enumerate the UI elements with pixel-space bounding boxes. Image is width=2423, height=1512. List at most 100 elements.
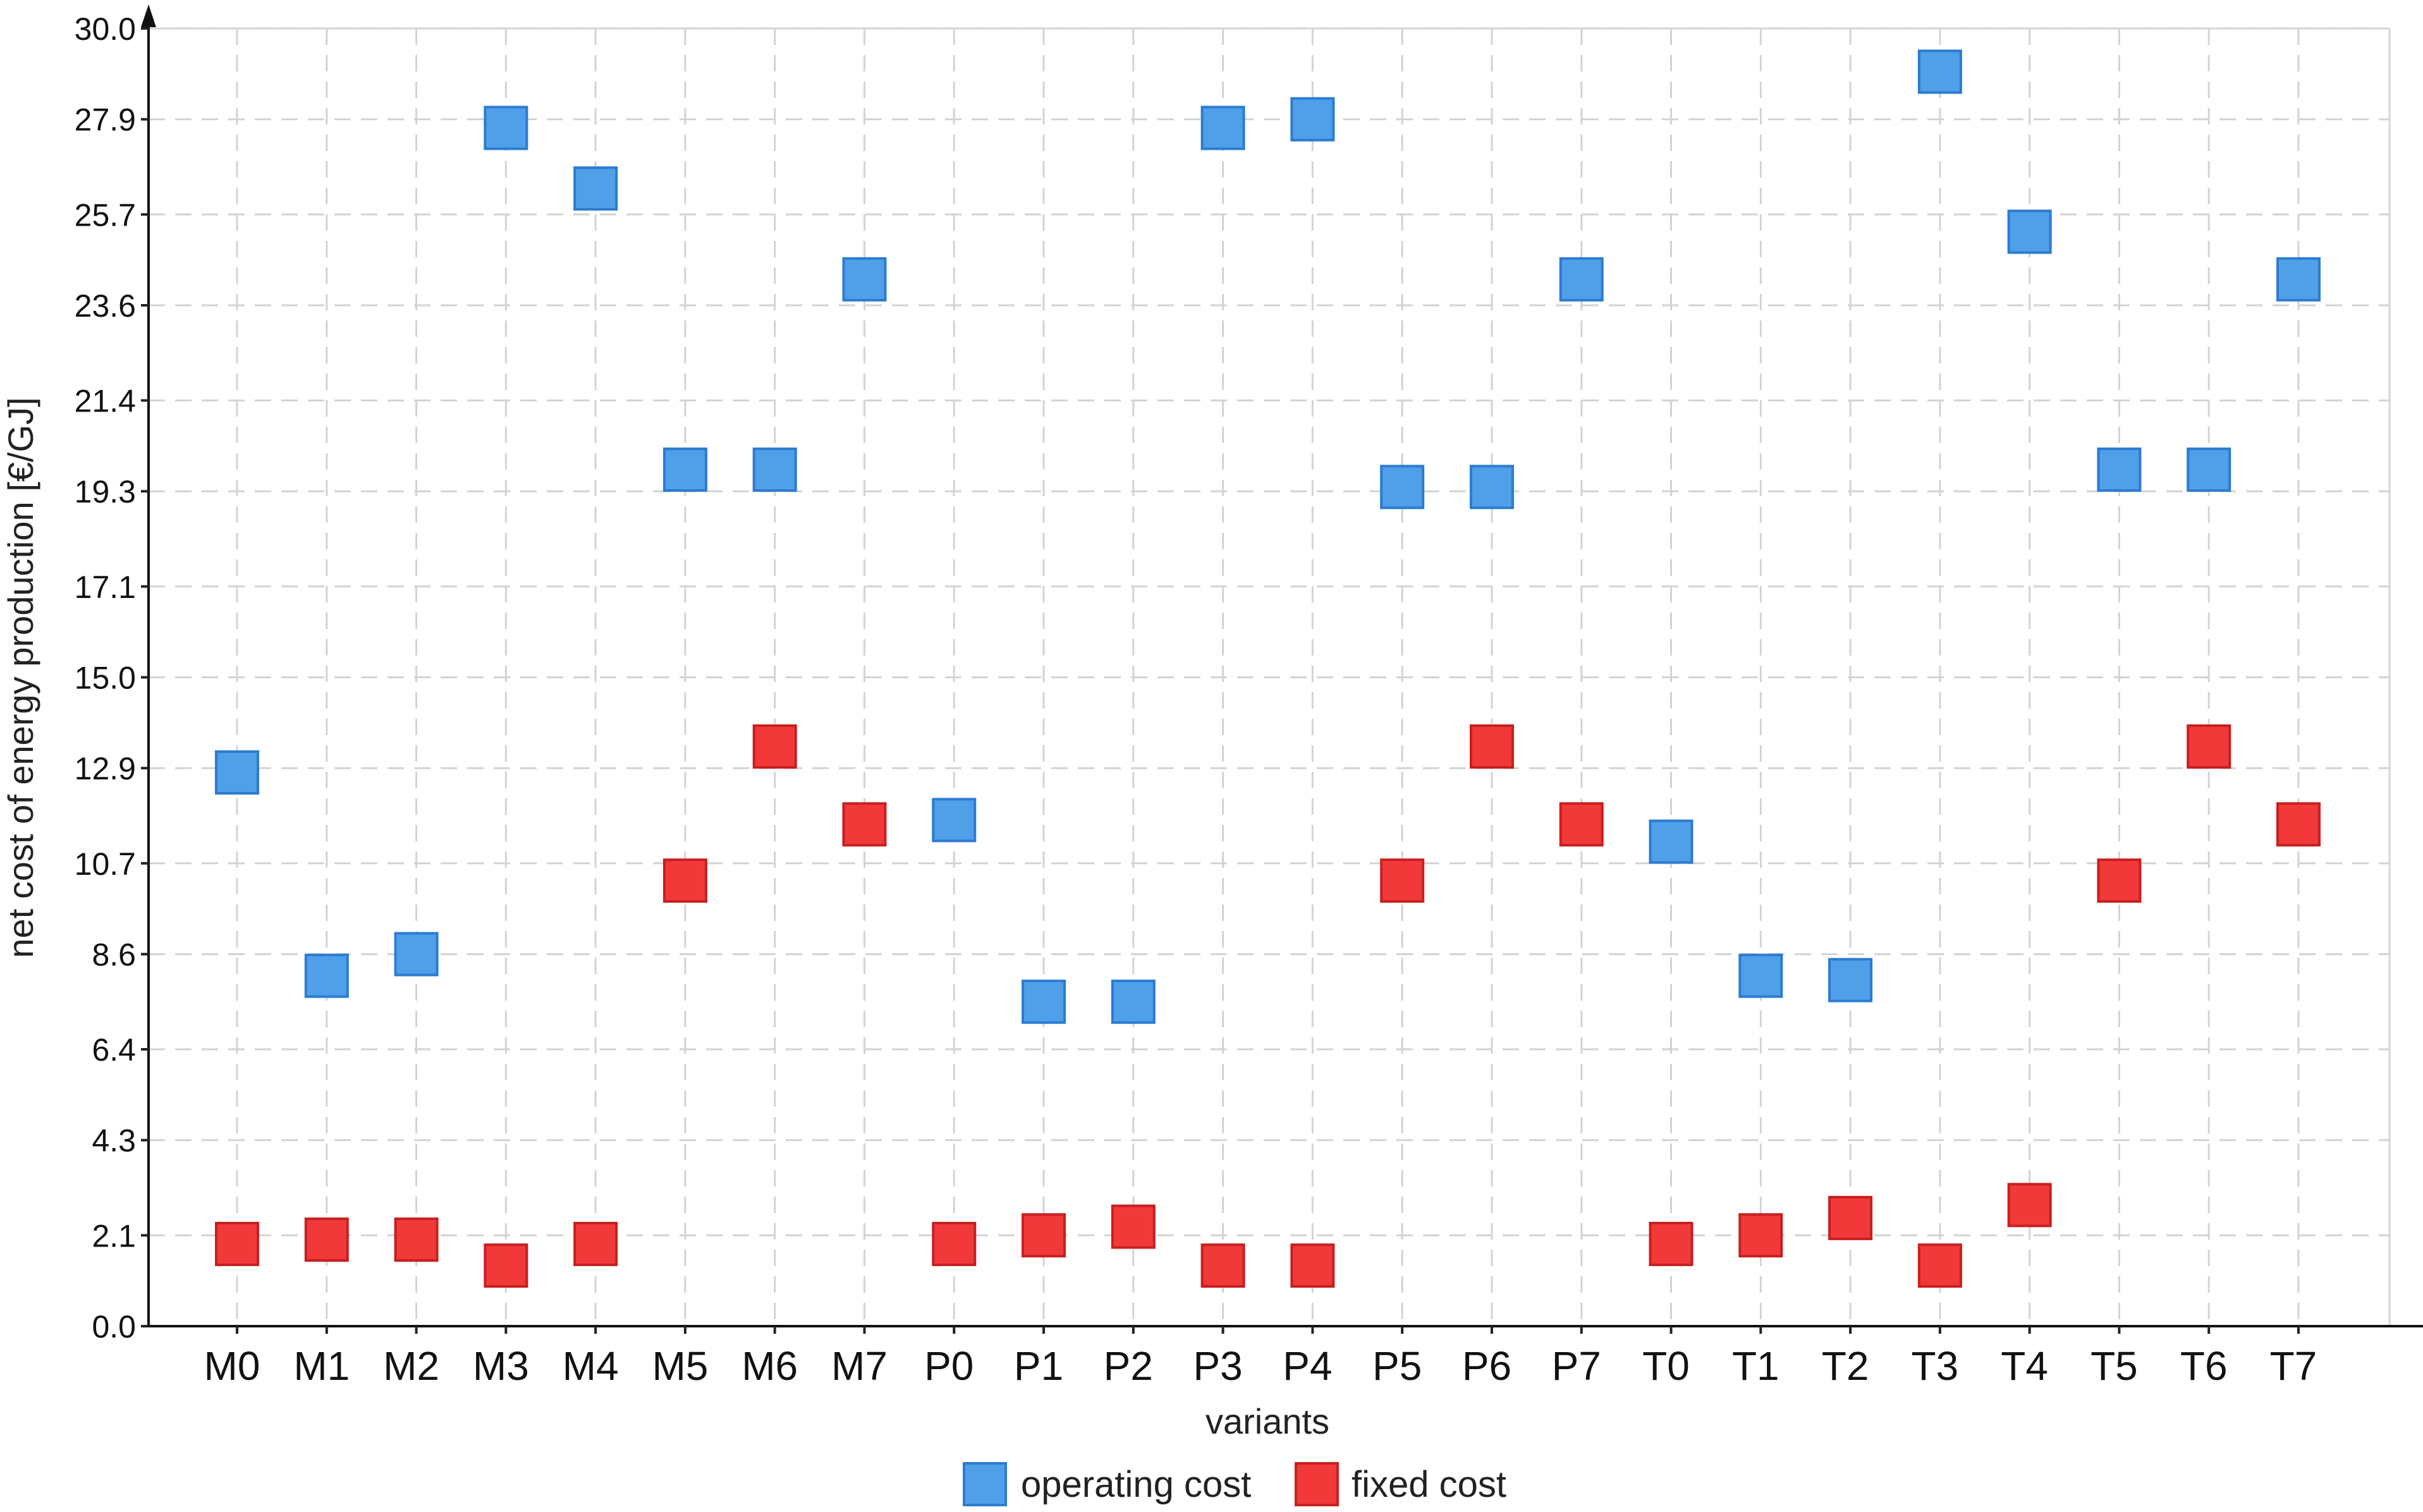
fixed-cost-point [1559, 802, 1604, 847]
fixed-cost-point [2007, 1183, 2052, 1228]
y-tick-label: 17.1 [75, 570, 136, 605]
operating-cost-point [1738, 953, 1783, 998]
operating-cost-point [304, 953, 349, 998]
fixed-cost-point [484, 1243, 528, 1288]
fixed-cost-point [932, 1221, 977, 1266]
fixed-cost-point [1290, 1243, 1335, 1288]
y-tick-label: 0.0 [92, 1309, 136, 1344]
fixed-cost-point [1200, 1243, 1245, 1288]
x-tick-label: P1 [1014, 1343, 1063, 1389]
x-tick-label: M1 [293, 1343, 350, 1389]
grid [149, 27, 2391, 1326]
x-tick-label: P2 [1104, 1343, 1153, 1389]
x-tick-label: P7 [1552, 1343, 1601, 1389]
x-tick-label: T4 [2001, 1343, 2048, 1389]
y-tick-label: 21.4 [75, 384, 136, 419]
legend-swatch-fixed-cost [1295, 1462, 1339, 1506]
axes [141, 4, 2423, 1327]
x-tick-label: M2 [383, 1343, 439, 1389]
fixed-cost-point [1738, 1213, 1783, 1258]
x-tick-label: M7 [831, 1343, 888, 1389]
y-tick-label: 23.6 [75, 288, 136, 324]
y-tick-label: 6.4 [92, 1032, 136, 1068]
operating-cost-point [842, 257, 887, 302]
x-tick-label: P3 [1193, 1343, 1242, 1389]
fixed-cost-point [215, 1221, 259, 1266]
y-tick-label: 10.7 [75, 846, 136, 882]
operating-cost-point [1828, 958, 1873, 1003]
legend: operating cost fixed cost [963, 1462, 1506, 1506]
fixed-cost-point [1917, 1243, 1962, 1288]
fixed-cost-point [573, 1221, 618, 1266]
x-tick-label: T7 [2270, 1343, 2317, 1389]
x-tick-label: P4 [1283, 1343, 1332, 1389]
x-tick-label: T1 [1732, 1343, 1779, 1389]
y-tick-label: 12.9 [75, 751, 136, 786]
operating-cost-point [932, 798, 977, 843]
operating-cost-point [752, 448, 797, 492]
y-tick-label: 8.6 [92, 937, 136, 972]
operating-cost-point [484, 106, 528, 150]
x-tick-label: P0 [924, 1343, 973, 1389]
fixed-cost-point [842, 802, 887, 847]
legend-label-fixed-cost: fixed cost [1352, 1464, 1506, 1505]
fixed-cost-point [662, 858, 707, 903]
fixed-cost-point [1380, 858, 1425, 903]
y-tick-label: 27.9 [75, 102, 136, 138]
operating-cost-point [1290, 97, 1335, 142]
x-tick-label: M4 [563, 1343, 619, 1389]
x-tick-label: P5 [1372, 1343, 1422, 1389]
fixed-cost-point [752, 724, 797, 769]
operating-cost-point [1022, 979, 1066, 1024]
fixed-cost-point [304, 1217, 349, 1262]
y-tick-label: 25.7 [75, 197, 136, 233]
x-tick-label: T2 [1822, 1343, 1869, 1389]
operating-cost-point [1559, 257, 1604, 302]
fixed-cost-point [1022, 1213, 1066, 1258]
fixed-cost-point [2187, 724, 2231, 769]
operating-cost-point [394, 932, 439, 977]
fixed-cost-point [2097, 858, 2142, 903]
y-ticks: 0.0 2.1 4.3 6.4 8.6 10.7 12.9 15.0 17.1 19.3 21.4 2… [75, 11, 149, 1344]
x-axis-label: variants [1205, 1401, 1329, 1441]
operating-cost-point [662, 448, 707, 492]
operating-cost-point [1200, 106, 1245, 150]
y-axis-arrow [141, 4, 156, 27]
operating-cost-point [1917, 49, 1962, 94]
data-points [215, 49, 2321, 1288]
y-tick-label: 15.0 [75, 661, 136, 696]
fixed-cost-point [1828, 1195, 1873, 1240]
operating-cost-point [215, 750, 259, 795]
operating-cost-point [573, 166, 618, 211]
x-tick-label: T0 [1642, 1343, 1690, 1389]
x-tick-label: M5 [652, 1343, 708, 1389]
x-tick-label: M3 [473, 1343, 529, 1389]
x-tick-label: M6 [742, 1343, 798, 1389]
x-tick-label: T5 [2090, 1343, 2138, 1389]
x-ticks: M0 M1 M2 M3 M4 M5 M6 M7 P0 P1 P2 P3 P4 P5 P6 P7 T0 T1 T2 T3… [204, 1326, 2317, 1389]
fixed-cost-point [1111, 1204, 1156, 1249]
operating-cost-point [1469, 465, 1514, 509]
fixed-cost-point [1469, 724, 1514, 769]
x-tick-label: T6 [2180, 1343, 2228, 1389]
x-tick-label: P6 [1462, 1343, 1511, 1389]
operating-cost-point [2097, 448, 2142, 492]
y-tick-label: 4.3 [92, 1123, 136, 1159]
operating-cost-point [2007, 209, 2052, 254]
y-tick-label: 30.0 [75, 11, 136, 47]
operating-cost-point [2187, 448, 2231, 492]
operating-cost-point [1111, 979, 1156, 1024]
operating-cost-point [2276, 257, 2321, 302]
operating-cost-point [1380, 465, 1425, 509]
x-tick-label: M0 [204, 1343, 260, 1389]
y-tick-label: 19.3 [75, 474, 136, 509]
legend-label-operating-cost: operating cost [1021, 1464, 1251, 1505]
legend-swatch-operating-cost [963, 1462, 1007, 1506]
x-tick-label: T3 [1912, 1343, 1959, 1389]
y-tick-label: 2.1 [92, 1218, 136, 1253]
fixed-cost-point [2276, 802, 2321, 847]
operating-cost-point [1649, 819, 1694, 864]
fixed-cost-point [1649, 1221, 1694, 1266]
fixed-cost-point [394, 1217, 439, 1262]
